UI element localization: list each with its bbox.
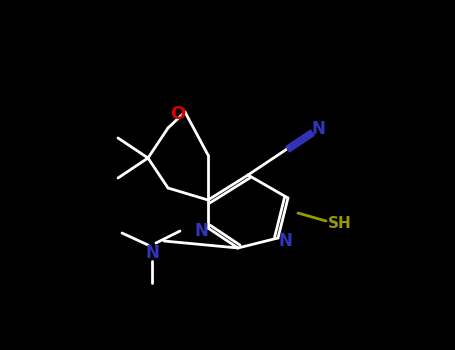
Text: SH: SH <box>328 216 352 231</box>
Text: N: N <box>311 120 325 138</box>
Text: O: O <box>170 105 186 123</box>
Text: N: N <box>145 244 159 262</box>
Text: N: N <box>194 222 208 240</box>
Text: N: N <box>278 232 292 250</box>
